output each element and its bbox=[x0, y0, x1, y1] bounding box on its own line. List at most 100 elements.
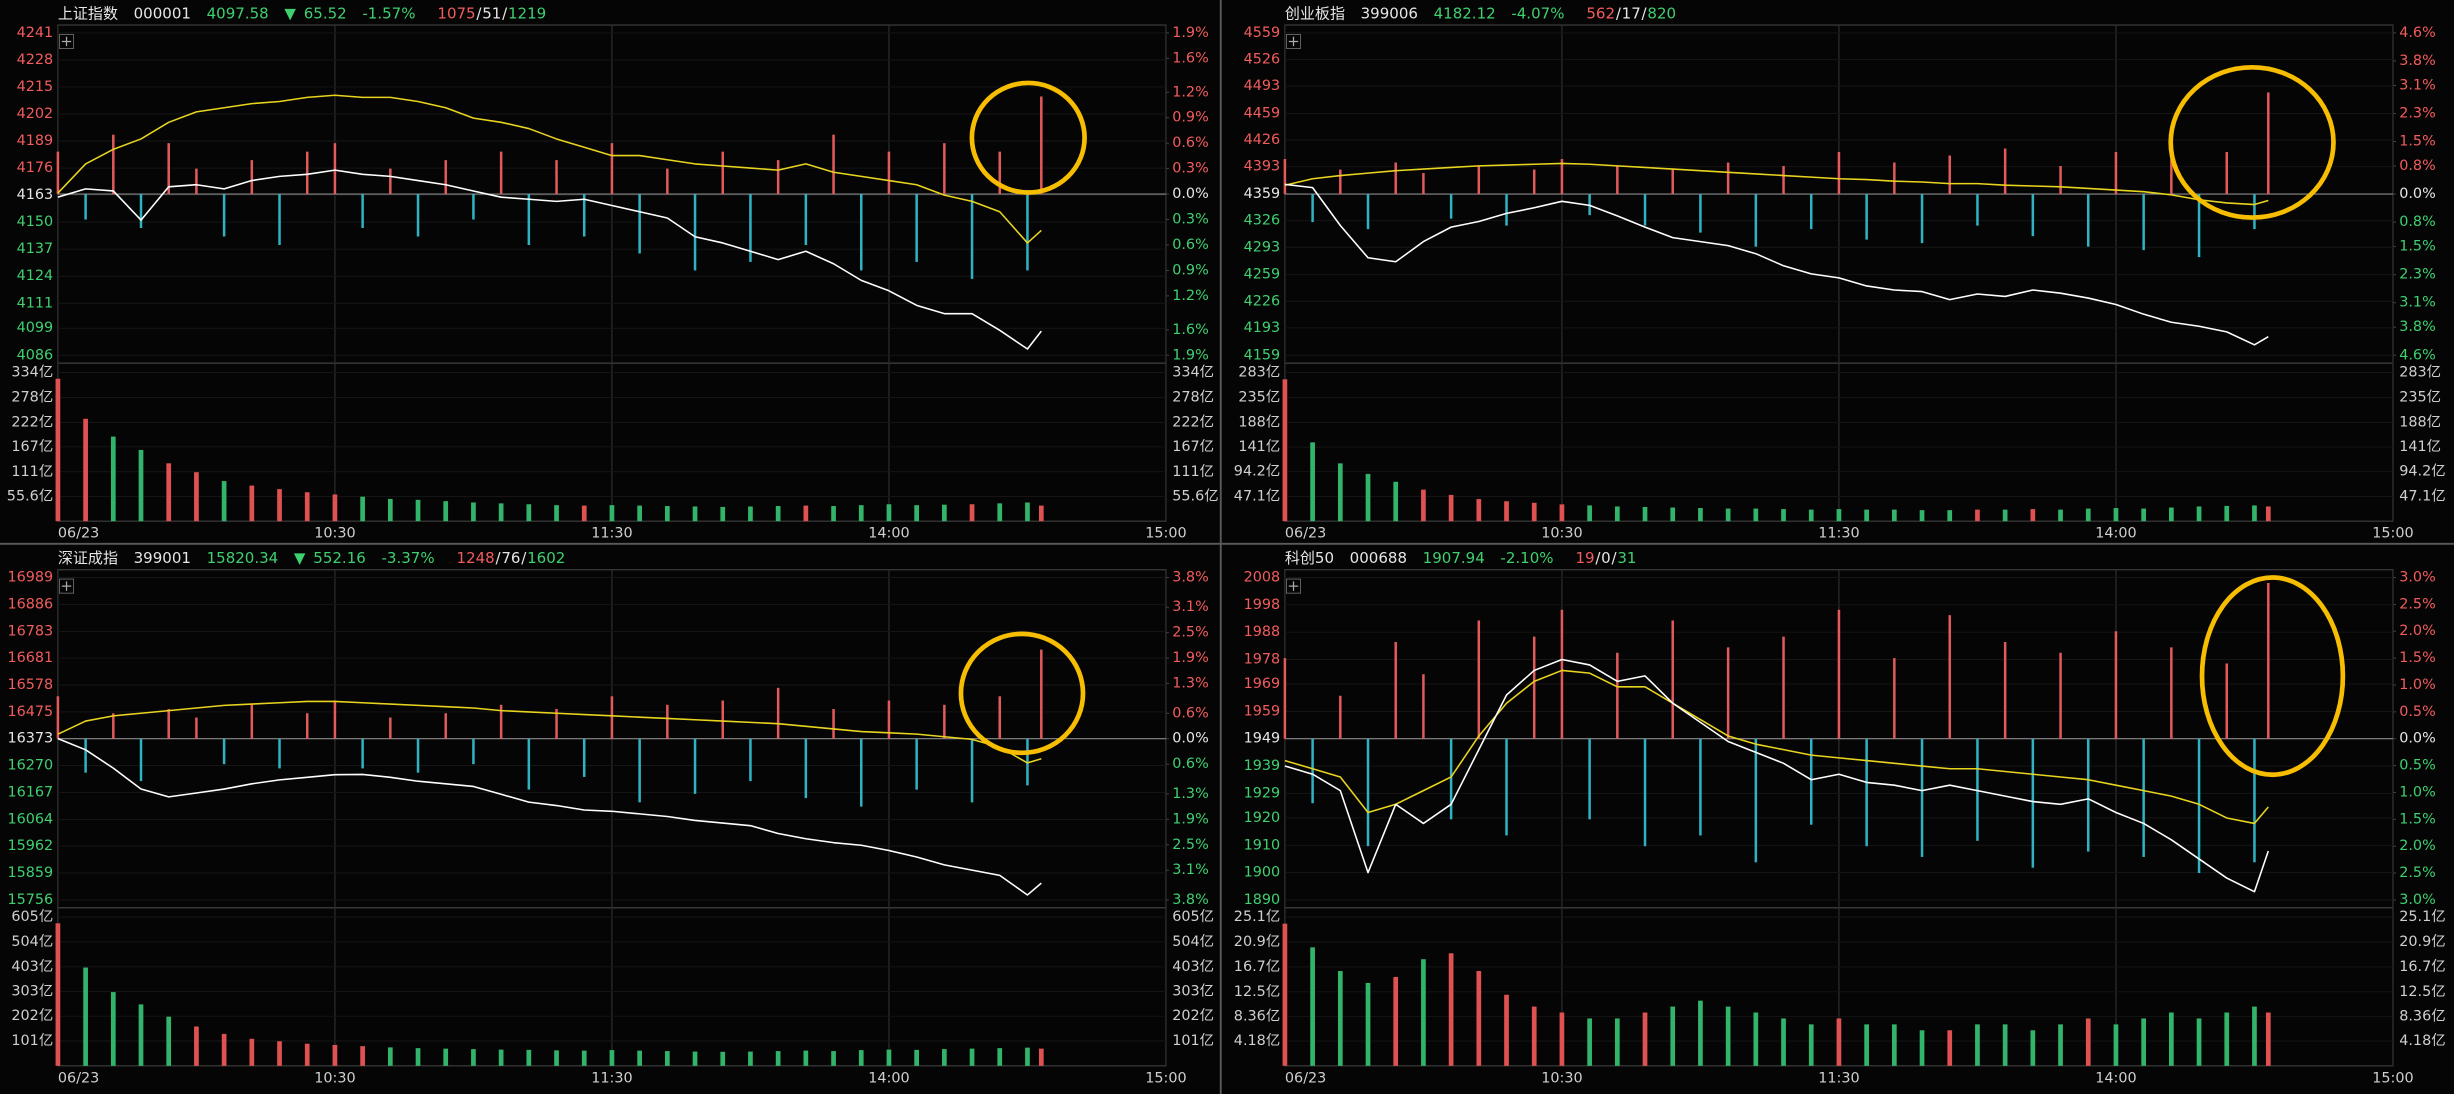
volume-bar bbox=[1698, 508, 1703, 522]
breadth-bar bbox=[1699, 194, 1702, 233]
breadth-bar bbox=[139, 738, 143, 782]
volume-tick-label: 8.36亿 bbox=[1234, 1007, 1280, 1024]
volume-tick-label-right: 334亿 bbox=[1172, 363, 1214, 380]
breadth-bar bbox=[527, 194, 531, 245]
breadth-bar bbox=[859, 194, 863, 271]
breadth-bar bbox=[2225, 663, 2229, 739]
y2-tick-label: 1.2% bbox=[1172, 288, 1209, 304]
price-line bbox=[1284, 183, 2269, 346]
x-tick-label: 11:30 bbox=[591, 1070, 632, 1086]
breadth-bar bbox=[2267, 92, 2270, 195]
volume-bar bbox=[1891, 1024, 1897, 1066]
y2-tick-label: 0.6% bbox=[1172, 237, 1209, 253]
volume-bar bbox=[2085, 1018, 2091, 1066]
y2-tick-label: 0.0% bbox=[1172, 186, 1209, 202]
breadth-bar bbox=[1394, 642, 1397, 739]
y-tick-label: 4293 bbox=[1244, 239, 1281, 255]
volume-tick-label: 334亿 bbox=[11, 363, 53, 380]
y-tick-label: 16270 bbox=[7, 758, 53, 774]
volume-bar bbox=[803, 1050, 809, 1066]
volume-bar bbox=[304, 492, 310, 522]
highlight-ring bbox=[2199, 575, 2346, 778]
breadth-bar bbox=[139, 194, 143, 229]
breadth-bar bbox=[499, 704, 503, 739]
y-tick-label: 1998 bbox=[1244, 597, 1281, 613]
breadth-bar bbox=[1976, 738, 1979, 841]
y2-tick-label: 0.3% bbox=[1172, 161, 1209, 177]
y-tick-label: 1929 bbox=[1244, 785, 1281, 801]
volume-tick-label: 504亿 bbox=[11, 933, 53, 950]
add-button[interactable] bbox=[59, 578, 75, 594]
breadth-bar bbox=[1560, 609, 1564, 739]
volume-tick-label-right: 8.36亿 bbox=[2399, 1007, 2445, 1024]
volume-bar bbox=[1836, 1018, 1842, 1066]
header-code: 000001 bbox=[134, 5, 191, 23]
volume-bar bbox=[498, 503, 504, 522]
breadth-bar bbox=[610, 143, 614, 195]
add-button[interactable] bbox=[1286, 33, 1302, 49]
breadth-bar bbox=[1920, 738, 1924, 857]
y-tick-label: 4426 bbox=[1244, 132, 1281, 148]
volume-bar bbox=[942, 1049, 947, 1066]
volume-tick-label: 235亿 bbox=[1238, 389, 1280, 406]
breadth-bar bbox=[1948, 615, 1951, 739]
header-title: 深证成指 bbox=[58, 549, 118, 567]
header-change: 552.16 bbox=[313, 549, 366, 567]
volume-bar bbox=[2169, 1012, 2174, 1066]
volume-bar bbox=[942, 504, 947, 522]
y2-tick-label: 3.8% bbox=[2399, 319, 2436, 335]
breadth-bar bbox=[970, 194, 974, 279]
add-button[interactable] bbox=[59, 33, 75, 49]
volume-tick-label-right: 47.1亿 bbox=[2399, 487, 2445, 504]
y-tick-label: 1978 bbox=[1244, 651, 1281, 667]
volume-bar bbox=[471, 502, 476, 522]
breadth-bar bbox=[2267, 582, 2270, 739]
breadth-bar bbox=[1040, 649, 1043, 739]
volume-bar bbox=[2252, 1006, 2257, 1066]
y2-tick-label: 1.3% bbox=[1172, 786, 1209, 802]
volume-bar bbox=[498, 1049, 504, 1066]
highlight-ring bbox=[969, 80, 1087, 195]
volume-tick-label: 55.6亿 bbox=[7, 487, 53, 504]
y-tick-label: 4150 bbox=[17, 214, 54, 230]
volume-bar bbox=[1975, 1024, 1980, 1066]
y2-tick-label: 0.5% bbox=[2399, 704, 2436, 720]
header-price: 1907.94 bbox=[1423, 549, 1485, 567]
volume-tick-label: 222亿 bbox=[11, 413, 53, 430]
volume-bar bbox=[1698, 1000, 1703, 1066]
breadth-bar bbox=[1616, 166, 1619, 195]
breadth-count: 0 bbox=[1601, 549, 1611, 567]
y-tick-label: 4215 bbox=[17, 79, 54, 95]
breadth-bar bbox=[1616, 652, 1619, 739]
y-tick-label: 4099 bbox=[17, 320, 54, 336]
separator: / bbox=[496, 549, 502, 567]
add-button[interactable] bbox=[1286, 578, 1302, 594]
breadth-bar bbox=[1754, 738, 1758, 863]
volume-bar bbox=[360, 496, 365, 522]
volume-bar bbox=[1038, 505, 1044, 522]
breadth-bar bbox=[1699, 738, 1702, 836]
volume-bar bbox=[1808, 1024, 1814, 1066]
volume-bar bbox=[1753, 1012, 1759, 1066]
volume-bar bbox=[1864, 509, 1869, 522]
header-title: 创业板指 bbox=[1285, 5, 1345, 23]
breadth-bar bbox=[1532, 169, 1536, 195]
x-tick-label: 14:00 bbox=[868, 1070, 909, 1086]
volume-bar bbox=[1365, 982, 1371, 1066]
x-tick-label: 11:30 bbox=[1818, 526, 1859, 542]
y2-tick-label: 1.5% bbox=[2399, 134, 2436, 150]
breadth-bar bbox=[1726, 647, 1730, 739]
y2-tick-label: 0.9% bbox=[1172, 110, 1209, 126]
breadth-bar bbox=[1505, 738, 1508, 836]
breadth-bar bbox=[1809, 194, 1813, 230]
header-title: 科创50 bbox=[1285, 549, 1334, 567]
breadth-bar bbox=[2225, 152, 2229, 195]
volume-bar bbox=[1504, 501, 1509, 522]
y2-tick-label: 3.0% bbox=[2399, 892, 2436, 908]
volume-bar bbox=[914, 1049, 919, 1066]
y-tick-label: 16886 bbox=[7, 596, 53, 612]
volume-bar bbox=[1476, 971, 1482, 1066]
header-change-pct: -2.10% bbox=[1500, 549, 1553, 567]
volume-bar bbox=[332, 494, 338, 522]
